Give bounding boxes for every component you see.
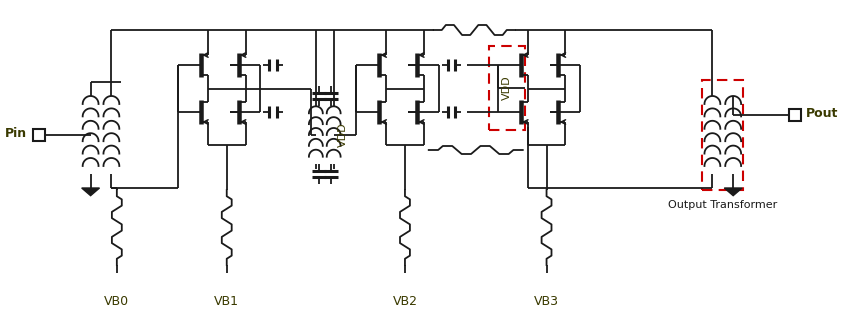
Text: Output Transformer: Output Transformer xyxy=(668,200,776,210)
Polygon shape xyxy=(82,188,100,196)
Text: VB0: VB0 xyxy=(104,295,129,308)
Bar xyxy=(788,109,800,121)
Text: Pin: Pin xyxy=(5,126,27,140)
Bar xyxy=(33,129,45,141)
Text: VDD: VDD xyxy=(338,123,347,147)
Text: VB2: VB2 xyxy=(392,295,417,308)
Polygon shape xyxy=(723,188,741,196)
Text: VB3: VB3 xyxy=(533,295,559,308)
Text: VB1: VB1 xyxy=(214,295,239,308)
Text: Pout: Pout xyxy=(805,107,837,119)
Text: VDD: VDD xyxy=(501,76,511,100)
